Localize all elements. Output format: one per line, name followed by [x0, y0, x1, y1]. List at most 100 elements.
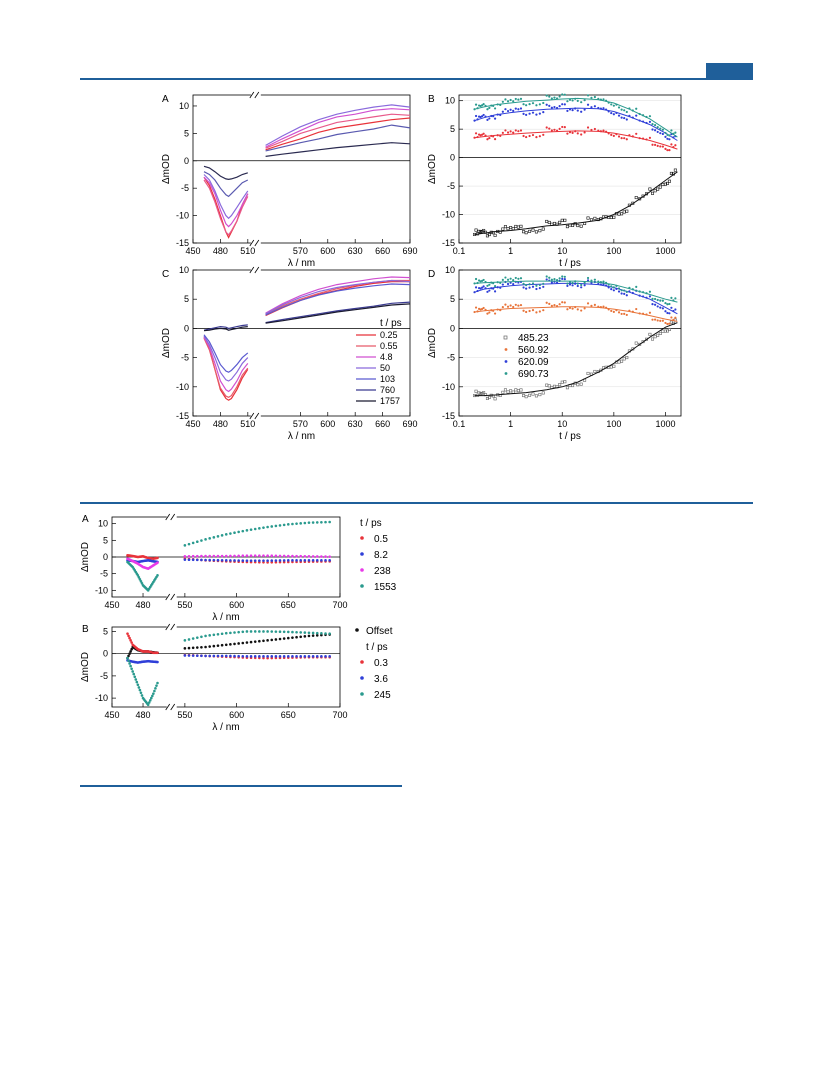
legend-label: 760 — [380, 385, 395, 395]
x-tick-label: 1000 — [655, 246, 675, 256]
data-point — [664, 301, 667, 305]
legend-marker — [360, 568, 364, 572]
data-point — [156, 681, 159, 685]
data-point — [481, 104, 484, 107]
data-point — [579, 382, 583, 386]
data-point — [638, 197, 642, 201]
data-point — [661, 183, 665, 187]
data-point — [593, 369, 597, 373]
data-point — [586, 302, 590, 305]
data-point — [320, 559, 323, 562]
data-point — [129, 639, 132, 642]
data-point — [659, 127, 662, 130]
data-point — [541, 227, 545, 231]
x-tick-label: 650 — [281, 600, 296, 610]
data-point — [229, 554, 232, 558]
data-point — [668, 134, 671, 137]
data-point — [187, 554, 191, 558]
data-point — [635, 307, 638, 311]
data-point — [625, 209, 629, 213]
data-point — [216, 535, 220, 538]
data-point — [191, 637, 195, 640]
legend-marker — [360, 692, 364, 696]
data-point — [200, 554, 203, 558]
data-point — [493, 107, 497, 110]
data-point — [191, 541, 195, 545]
data-point — [634, 196, 638, 200]
series-line — [265, 113, 411, 149]
x-tick-label: 650 — [281, 710, 296, 720]
data-point — [545, 94, 548, 97]
x-axis-label: λ / nm — [212, 722, 239, 733]
data-point — [488, 117, 491, 120]
data-point — [661, 132, 664, 136]
data-point — [612, 113, 615, 116]
data-point — [512, 100, 515, 103]
mid-rule — [80, 502, 753, 504]
data-point — [514, 129, 517, 132]
y-tick-label: -5 — [181, 183, 189, 193]
top-rule — [80, 78, 753, 80]
y-tick-label: -10 — [442, 382, 455, 392]
data-point — [538, 135, 541, 138]
data-point — [324, 559, 327, 562]
y-tick-label: 5 — [450, 294, 455, 304]
data-point — [538, 287, 541, 290]
data-point — [659, 145, 662, 148]
legend-marker — [360, 584, 364, 588]
data-point — [674, 316, 677, 319]
data-point — [525, 310, 528, 314]
data-point — [534, 230, 538, 234]
data-point — [674, 308, 677, 311]
data-point — [651, 122, 654, 126]
data-point — [576, 132, 579, 135]
data-point — [245, 655, 249, 658]
fit-line — [474, 97, 678, 138]
data-point — [299, 655, 303, 658]
data-point — [528, 229, 532, 233]
data-point — [200, 645, 203, 649]
legend-marker — [360, 676, 364, 680]
data-point — [568, 281, 572, 284]
data-point — [550, 97, 553, 100]
data-point — [566, 284, 569, 288]
data-point — [579, 224, 583, 228]
data-point — [220, 654, 224, 658]
data-point — [249, 528, 253, 531]
data-point — [493, 138, 497, 141]
data-point — [666, 311, 669, 315]
data-point — [482, 391, 486, 395]
panel-label: A — [82, 514, 89, 525]
data-point — [590, 128, 593, 132]
legend-label: 103 — [380, 374, 395, 384]
data-point — [286, 636, 290, 640]
data-point — [220, 643, 224, 647]
data-point — [249, 640, 253, 644]
data-point — [668, 312, 671, 315]
y-tick-label: 0 — [184, 156, 189, 166]
data-point — [253, 655, 257, 658]
data-point — [183, 639, 187, 642]
data-point — [139, 691, 143, 695]
data-point — [258, 554, 261, 557]
data-point — [558, 220, 562, 224]
data-point — [664, 321, 667, 325]
data-point — [620, 136, 623, 140]
data-point — [270, 655, 274, 658]
data-point — [501, 278, 504, 282]
data-point — [517, 304, 520, 307]
data-point — [583, 108, 586, 111]
data-point — [191, 646, 195, 650]
data-point — [328, 655, 331, 658]
data-point — [204, 554, 207, 558]
data-point — [153, 689, 156, 693]
data-point — [493, 284, 497, 288]
data-point — [553, 278, 556, 281]
data-point — [224, 654, 228, 658]
data-point — [664, 131, 667, 135]
x-tick-label: 10 — [557, 246, 567, 256]
data-point — [665, 181, 669, 185]
data-point — [612, 364, 616, 368]
data-point — [477, 229, 481, 233]
data-point — [204, 634, 207, 638]
